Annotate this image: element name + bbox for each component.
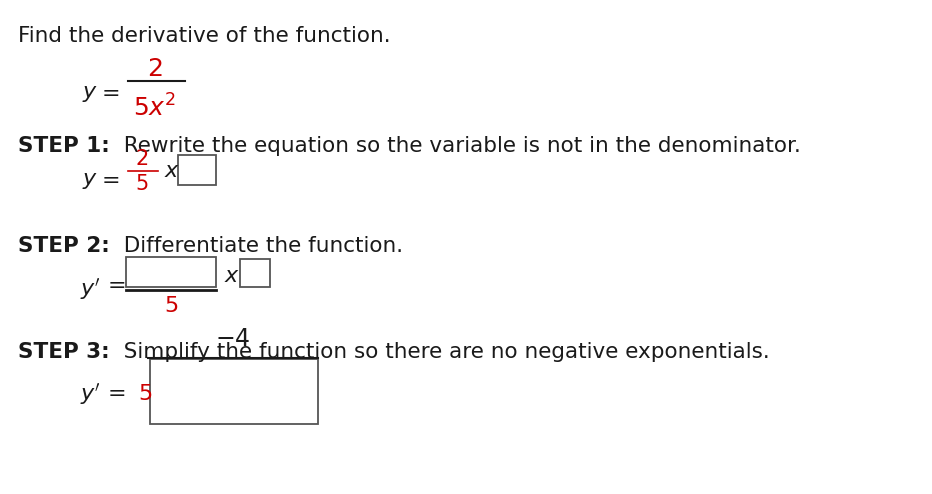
FancyBboxPatch shape <box>150 359 318 424</box>
Text: $y$: $y$ <box>82 171 98 191</box>
Text: Rewrite the equation so the variable is not in the denominator.: Rewrite the equation so the variable is … <box>110 136 801 156</box>
FancyBboxPatch shape <box>240 259 270 287</box>
Text: $-4$: $-4$ <box>215 327 251 351</box>
Text: =: = <box>108 276 127 296</box>
Text: $x$: $x$ <box>164 161 180 181</box>
Text: =: = <box>102 84 120 104</box>
Text: $y'$: $y'$ <box>80 381 101 407</box>
Text: Differentiate the function.: Differentiate the function. <box>110 236 404 256</box>
Text: =: = <box>108 384 127 404</box>
Text: 2: 2 <box>147 57 163 81</box>
Text: 2: 2 <box>135 149 148 169</box>
Text: 5: 5 <box>164 296 178 316</box>
Text: $y'$: $y'$ <box>80 276 101 301</box>
Text: $5x^2$: $5x^2$ <box>133 94 176 121</box>
Text: 5: 5 <box>135 174 148 194</box>
Text: $x$: $x$ <box>224 266 240 286</box>
FancyBboxPatch shape <box>178 155 216 185</box>
Text: 5: 5 <box>138 384 152 404</box>
Text: Find the derivative of the function.: Find the derivative of the function. <box>18 26 391 46</box>
Text: =: = <box>102 171 120 191</box>
Text: STEP 2:: STEP 2: <box>18 236 110 256</box>
Text: STEP 1:: STEP 1: <box>18 136 110 156</box>
Text: STEP 3:: STEP 3: <box>18 342 110 362</box>
Text: $y$: $y$ <box>82 84 98 104</box>
FancyBboxPatch shape <box>126 257 216 287</box>
Text: Simplify the function so there are no negative exponentials.: Simplify the function so there are no ne… <box>110 342 770 362</box>
